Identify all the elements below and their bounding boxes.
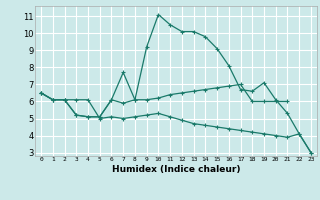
X-axis label: Humidex (Indice chaleur): Humidex (Indice chaleur) [112,165,240,174]
